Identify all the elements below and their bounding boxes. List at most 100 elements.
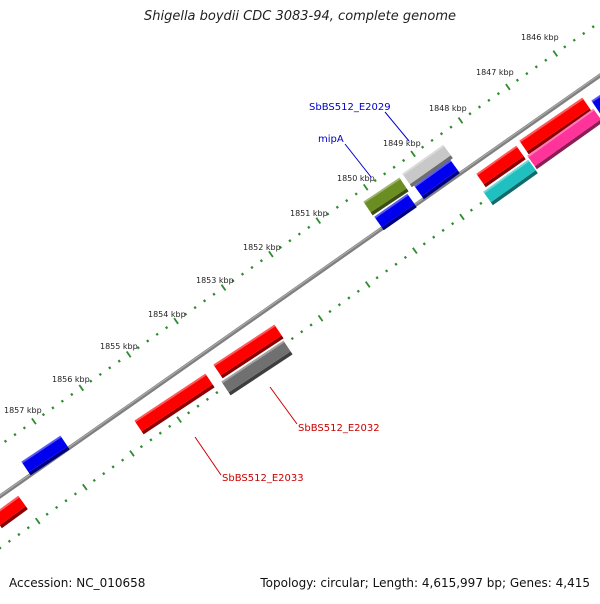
inner-ruler-minor-tick bbox=[309, 323, 313, 327]
outer-ruler-minor-tick bbox=[563, 45, 567, 49]
outer-ruler-minor-tick bbox=[60, 399, 64, 403]
inner-ruler-minor-tick bbox=[168, 424, 172, 428]
outer-ruler-minor-tick bbox=[401, 158, 406, 163]
gene-features[interactable] bbox=[0, 94, 600, 529]
outer-ruler-major-tick bbox=[78, 384, 85, 392]
inner-ruler-major-tick bbox=[176, 416, 182, 424]
outer-ruler-minor-tick bbox=[98, 372, 102, 377]
outer-ruler-minor-tick bbox=[421, 145, 425, 149]
inner-ruler-minor-tick bbox=[73, 492, 77, 496]
outer-ruler-major-tick bbox=[31, 417, 37, 425]
outer-ruler-minor-tick bbox=[525, 72, 529, 76]
gene-blue-upper-b-body bbox=[374, 193, 415, 228]
outer-ruler-minor-tick bbox=[165, 326, 169, 330]
gene-mipa[interactable] bbox=[363, 177, 409, 216]
outer-ruler-major-tick bbox=[410, 150, 416, 158]
outer-ruler-minor-tick bbox=[345, 198, 349, 203]
gene-cyan-upper[interactable] bbox=[483, 159, 538, 206]
genome-title: Shigella boydii CDC 3083-94, complete ge… bbox=[143, 9, 457, 24]
gene-blue-edge-highlight bbox=[591, 94, 600, 103]
outer-ruler-minor-tick bbox=[392, 165, 396, 169]
outer-ruler-minor-tick bbox=[70, 392, 74, 397]
inner-ruler-minor-tick bbox=[158, 431, 162, 435]
outer-ruler-major-tick bbox=[173, 317, 179, 325]
outer-ruler-minor-tick bbox=[108, 366, 112, 370]
gene-red-upper-a[interactable] bbox=[476, 145, 526, 188]
outer-ruler-minor-tick bbox=[354, 192, 358, 196]
gene-cyan-upper-body bbox=[483, 159, 536, 203]
gene-red-middle-highlight bbox=[213, 324, 276, 367]
gene-sbbs512-e2033-highlight bbox=[134, 373, 207, 423]
gene-red-lower-body bbox=[0, 495, 26, 526]
inner-ruler-minor-tick bbox=[451, 222, 455, 226]
outer-ruler-minor-tick bbox=[22, 426, 26, 430]
gene-sbbs512-e2033[interactable] bbox=[134, 373, 215, 435]
gene-red-upper-a-body bbox=[476, 145, 524, 185]
gene-blue-upper-b-shadow bbox=[381, 204, 417, 231]
gene-blue-lower[interactable] bbox=[21, 435, 70, 476]
outer-ruler-minor-tick bbox=[373, 178, 377, 183]
gene-magenta-upper[interactable] bbox=[527, 108, 600, 170]
gene-magenta-upper-shadow bbox=[534, 119, 600, 170]
tick-label-1854: 1854 kbp bbox=[148, 310, 186, 319]
outer-ruler-major-tick bbox=[362, 183, 369, 191]
inner-ruler-minor-tick bbox=[149, 438, 153, 442]
gene-sbbs512-e2033-shadow bbox=[141, 384, 215, 435]
gene-sbbs512-e2029-highlight bbox=[402, 144, 445, 176]
tick-label-1851: 1851 kbp bbox=[290, 209, 328, 218]
gene-sbbs512-e2029[interactable] bbox=[402, 144, 453, 188]
gene-mipa-shadow bbox=[370, 188, 409, 216]
outer-ruler-minor-tick bbox=[136, 346, 140, 350]
inner-ruler-minor-tick bbox=[205, 397, 209, 401]
inner-ruler-major-tick bbox=[459, 213, 465, 221]
outer-ruler-minor-tick bbox=[335, 205, 339, 209]
gene-blue-upper-a-shadow bbox=[421, 170, 460, 200]
outer-ruler-minor-tick bbox=[278, 245, 283, 250]
outer-ruler-minor-tick bbox=[240, 272, 245, 276]
inner-ruler-minor-tick bbox=[422, 242, 426, 246]
outer-ruler-major-tick bbox=[220, 284, 227, 291]
gene-label-sbbs512-e2032[interactable]: SbBS512_E2032 bbox=[298, 423, 380, 434]
inner-ruler-minor-tick bbox=[121, 458, 125, 462]
gene-red-upper-a-shadow bbox=[483, 156, 526, 188]
inner-ruler-minor-tick bbox=[337, 303, 341, 307]
outer-ruler-minor-tick bbox=[250, 265, 254, 270]
gene-sbbs512-e2032[interactable] bbox=[221, 340, 293, 396]
outer-ruler-minor-tick bbox=[582, 31, 586, 36]
outer-ruler-minor-tick bbox=[51, 406, 55, 410]
gene-label-sbbs512-e2033[interactable]: SbBS512_E2033 bbox=[222, 473, 304, 484]
gene-red-lower[interactable] bbox=[0, 495, 28, 529]
gene-blue-upper-a-highlight bbox=[414, 159, 452, 188]
inner-ruler-minor-tick bbox=[356, 289, 360, 293]
gene-blue-upper-b[interactable] bbox=[374, 193, 417, 231]
gene-label-sbbs512-e2029[interactable]: SbBS512_E2029 bbox=[309, 102, 391, 113]
outer-ruler-major-tick bbox=[315, 217, 322, 225]
inner-ruler-minor-tick bbox=[92, 478, 96, 483]
inner-ruler-minor-tick bbox=[385, 269, 389, 273]
inner-ruler-minor-tick bbox=[55, 505, 59, 510]
outer-ruler-major-tick bbox=[457, 116, 464, 124]
tick-label-1855: 1855 kbp bbox=[100, 342, 138, 351]
tick-labels: 1846 kbp 1847 kbp 1848 kbp 1849 kbp 1850… bbox=[4, 33, 559, 415]
gene-label-mipa[interactable]: mipA bbox=[318, 134, 344, 145]
outer-ruler-minor-tick bbox=[259, 259, 264, 263]
gene-red-upper-b[interactable] bbox=[519, 97, 592, 155]
inner-ruler-major-tick bbox=[34, 517, 41, 525]
inner-ruler-minor-tick bbox=[347, 296, 351, 300]
outer-ruler-minor-tick bbox=[430, 138, 434, 143]
outer-ruler-minor-tick bbox=[117, 359, 121, 363]
gene-magenta-upper-highlight bbox=[527, 108, 595, 158]
gene-red-upper-b-highlight bbox=[519, 97, 584, 143]
outer-ruler-minor-tick bbox=[307, 225, 311, 229]
gene-blue-edge-body bbox=[591, 94, 600, 112]
inner-ruler-major-tick bbox=[412, 247, 418, 255]
gene-red-middle[interactable] bbox=[213, 324, 284, 379]
gene-blue-lower-shadow bbox=[28, 446, 70, 476]
outer-ruler-major-tick bbox=[268, 250, 274, 258]
callout-line-sbbs512-e2033 bbox=[194, 436, 222, 476]
inner-ruler-minor-tick bbox=[139, 445, 143, 449]
gene-red-lower-highlight bbox=[0, 495, 20, 512]
gene-blue-upper-a[interactable] bbox=[414, 159, 460, 200]
